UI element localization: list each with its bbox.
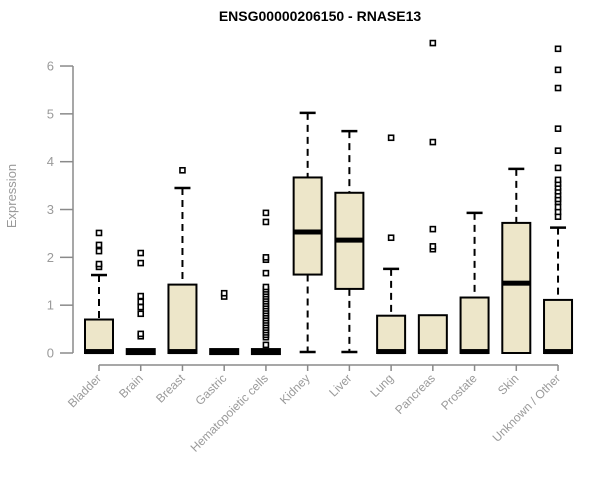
y-tick-label: 0 bbox=[47, 346, 54, 361]
y-tick-label: 5 bbox=[47, 106, 54, 121]
outlier-point bbox=[262, 269, 270, 277]
x-tick-label: Kidney bbox=[277, 371, 313, 407]
median-line bbox=[335, 237, 364, 243]
outlier-point bbox=[137, 292, 145, 300]
outlier-point bbox=[554, 147, 562, 154]
median-line bbox=[293, 229, 322, 235]
box-breast bbox=[167, 166, 198, 355]
chart-title: ENSG00000206150 - RNASE13 bbox=[219, 8, 422, 24]
box-skin bbox=[501, 167, 532, 354]
outlier-point bbox=[554, 84, 562, 92]
iqr-box bbox=[292, 176, 323, 276]
outlier-point bbox=[137, 259, 145, 267]
median-line bbox=[502, 280, 531, 286]
outlier-point bbox=[554, 45, 562, 53]
iqr-box bbox=[376, 314, 407, 354]
outlier-point bbox=[262, 209, 270, 217]
outlier-point bbox=[95, 241, 103, 249]
box-liver bbox=[334, 129, 365, 354]
outlier-point bbox=[137, 249, 145, 257]
outlier-point bbox=[387, 134, 395, 142]
y-tick-label: 2 bbox=[47, 250, 54, 265]
outlier-point bbox=[554, 164, 562, 172]
x-tick-label: Liver bbox=[326, 371, 354, 399]
iqr-box bbox=[501, 221, 532, 354]
iqr-box bbox=[543, 298, 574, 354]
outlier-point bbox=[95, 229, 103, 237]
median-line bbox=[460, 349, 489, 355]
box-hematopoietic-cells bbox=[250, 209, 281, 356]
median-line bbox=[377, 349, 406, 355]
box-prostate bbox=[459, 211, 490, 355]
x-tick-label: Hematopoietic cells bbox=[188, 371, 271, 454]
x-tick-label: Brain bbox=[116, 371, 146, 401]
box-lung bbox=[376, 134, 407, 355]
outlier-point bbox=[137, 303, 145, 311]
outlier-point bbox=[95, 247, 103, 255]
x-tick-label: Pancreas bbox=[392, 371, 438, 417]
median-line bbox=[85, 349, 113, 355]
y-tick-label: 1 bbox=[47, 298, 54, 313]
plot-content: 0 1 2 3 4 5 6 Bladder Brain Breast GastricHematopo… bbox=[47, 39, 574, 455]
x-tick-label: Gastric bbox=[193, 371, 230, 408]
iqr-box bbox=[417, 314, 448, 354]
iqr-box bbox=[84, 318, 114, 355]
y-tick-label: 3 bbox=[47, 202, 54, 217]
iqr-box bbox=[459, 296, 490, 355]
median-line bbox=[418, 349, 447, 355]
box-kidney bbox=[292, 111, 323, 354]
box-gastric bbox=[209, 289, 240, 356]
box-brain bbox=[125, 249, 156, 356]
outlier-point bbox=[137, 310, 145, 318]
outlier-point bbox=[429, 39, 437, 47]
outlier-point bbox=[429, 243, 437, 250]
outlier-point bbox=[554, 125, 562, 132]
x-tick-label: Lung bbox=[367, 371, 396, 400]
box-unknown-other bbox=[543, 45, 574, 355]
y-tick-label: 4 bbox=[47, 154, 54, 169]
x-tick-label: Breast bbox=[153, 371, 188, 406]
outlier-point bbox=[554, 66, 562, 74]
box-bladder bbox=[84, 229, 114, 355]
median-line bbox=[544, 349, 573, 355]
outlier-point bbox=[262, 341, 270, 349]
y-tick-label: 6 bbox=[47, 59, 54, 74]
outlier-point bbox=[262, 218, 270, 226]
x-tick-label: Skin bbox=[495, 371, 521, 397]
median-line bbox=[209, 348, 240, 356]
iqr-box bbox=[167, 283, 198, 354]
median-line bbox=[168, 349, 197, 355]
outlier-point bbox=[220, 289, 228, 297]
outlier-point bbox=[262, 283, 270, 291]
outlier-point bbox=[429, 138, 437, 146]
x-tick-label: Prostate bbox=[438, 371, 480, 413]
outlier-point bbox=[387, 234, 395, 242]
outlier-point bbox=[262, 254, 270, 261]
median-line bbox=[125, 348, 156, 356]
outlier-point bbox=[554, 203, 562, 211]
outlier-point bbox=[179, 166, 186, 174]
outlier-point bbox=[137, 298, 145, 306]
median-line bbox=[250, 348, 281, 356]
x-tick-label: Bladder bbox=[65, 371, 104, 410]
outlier-point bbox=[95, 260, 103, 268]
box-pancreas bbox=[417, 39, 448, 355]
outlier-point bbox=[137, 330, 145, 338]
outlier-point bbox=[554, 176, 562, 184]
y-axis-label: Expression bbox=[4, 164, 19, 228]
outlier-point bbox=[429, 225, 437, 233]
